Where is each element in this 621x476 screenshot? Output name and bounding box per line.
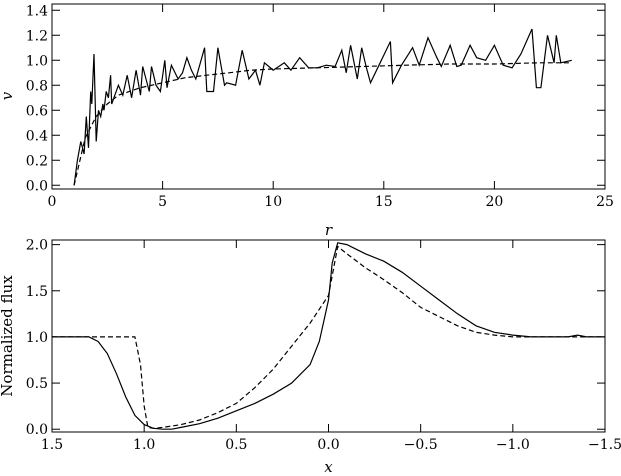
y-tick-label: 1.0 <box>26 330 48 346</box>
x-tick-label: 1.5 <box>41 437 63 453</box>
x-tick-label: −1.0 <box>496 437 530 453</box>
y-tick-label: 2.0 <box>26 238 48 254</box>
y-tick-label: 1.2 <box>26 28 48 44</box>
y-axis-title: v <box>0 91 16 100</box>
top-panel-velocity: 0 5 10 15 20 25 0.0 0.2 0.4 0.6 0.8 1.0 1.2 1.4 r v <box>0 3 614 239</box>
series-line-dashed <box>52 245 605 429</box>
series-line-solid <box>73 28 572 186</box>
bottom-panel-normalized-flux: 1.5 1.0 0.5 0.0 −0.5 −1.0 −1.5 0.0 0.5 1.0 1.5 2.0 x… <box>0 238 621 476</box>
y-tick-label: 0.0 <box>26 178 48 194</box>
y-tick-label: 0.2 <box>26 153 48 169</box>
y-axis-title: Normalized flux <box>0 275 16 397</box>
x-axis-title: x <box>324 458 333 476</box>
x-tick-label: 0.5 <box>225 437 247 453</box>
y-tick-label: 0.8 <box>26 78 48 94</box>
x-tick-label: 15 <box>375 194 393 210</box>
x-tick-label: 25 <box>596 194 614 210</box>
x-tick-label: 0 <box>48 194 57 210</box>
x-tick-label: 10 <box>264 194 282 210</box>
x-tick-label: 20 <box>485 194 503 210</box>
y-tick-label: 0.5 <box>26 376 48 392</box>
y-tick-label: 1.0 <box>26 53 48 69</box>
y-tick-label: 1.5 <box>26 284 48 300</box>
x-axis-title: r <box>325 221 333 239</box>
series-line-dashed <box>73 62 572 186</box>
series-line-solid <box>52 242 605 430</box>
y-tick-label: 0.4 <box>26 128 48 144</box>
plot-frame <box>51 3 606 190</box>
y-tick-label: 1.4 <box>26 3 48 19</box>
y-tick-label: 0.0 <box>26 422 48 438</box>
x-tick-label: −0.5 <box>404 437 438 453</box>
x-tick-label: 1.0 <box>133 437 155 453</box>
y-tick-label: 0.6 <box>26 103 48 119</box>
x-tick-label: −1.5 <box>588 437 621 453</box>
x-tick-label: 0.0 <box>317 437 339 453</box>
x-tick-label: 5 <box>158 194 167 210</box>
